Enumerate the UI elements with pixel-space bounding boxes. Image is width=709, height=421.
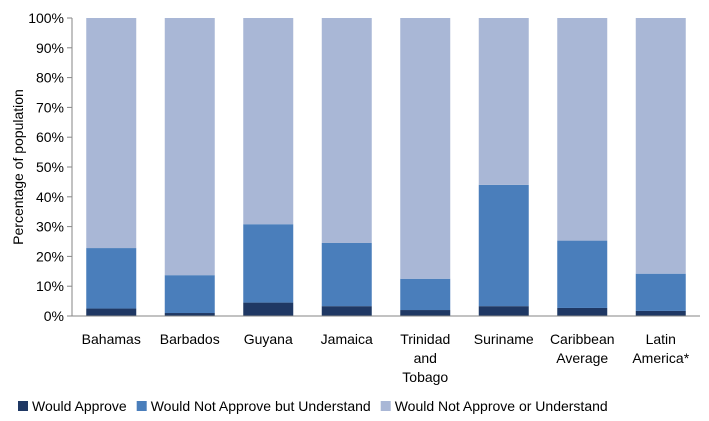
x-tick-label: Caribbean Average [550, 331, 615, 366]
y-tick-label: 100% [28, 10, 64, 26]
y-tick-label: 90% [36, 40, 64, 56]
bar-segment-3 [400, 18, 451, 279]
bar-segment-2 [86, 248, 137, 309]
y-axis-title: Percentage of population [10, 89, 26, 245]
bars [86, 18, 686, 316]
bar-segment-3 [164, 18, 215, 276]
y-tick-label: 70% [36, 99, 64, 115]
legend-label-2: Would Not Approve but Understand [151, 398, 371, 414]
bar-segment-2 [243, 224, 294, 303]
y-tick-label: 30% [36, 219, 64, 235]
bar-segment-1 [478, 306, 529, 316]
bar-segment-2 [478, 184, 529, 307]
bar-segment-1 [321, 306, 372, 316]
y-tick-label: 80% [36, 70, 64, 86]
legend-label-3: Would Not Approve or Understand [395, 398, 608, 414]
bar-segment-1 [86, 308, 137, 316]
x-tick-label: Jamaica [321, 331, 373, 347]
y-axis: 0% 10% 20% 30% 40% 50% 60% 70% 80% 90% 100% [28, 10, 73, 324]
legend-swatch-2 [136, 401, 147, 411]
bar-segment-3 [478, 18, 529, 185]
y-tick-label: 50% [36, 159, 64, 175]
bar-segment-3 [321, 18, 372, 243]
bar-segment-2 [164, 275, 215, 314]
legend-swatch-3 [380, 401, 391, 411]
y-tick-label: 60% [36, 129, 64, 145]
y-tick-label: 10% [36, 278, 64, 294]
bar-segment-1 [400, 310, 451, 316]
x-tick-label: Bahamas [82, 331, 141, 347]
x-tick-label: Suriname [474, 331, 534, 347]
bar-segment-1 [243, 302, 294, 316]
bar-segment-3 [635, 18, 686, 274]
x-tick-label: Latin America* [632, 331, 689, 366]
bar-segment-1 [164, 313, 215, 316]
bar-segment-2 [557, 240, 608, 308]
legend: Would Approve Would Not Approve but Under… [18, 398, 608, 414]
bar-segment-1 [635, 310, 686, 316]
bar-segment-2 [635, 273, 686, 311]
bar-segment-2 [321, 242, 372, 307]
y-tick-label: 20% [36, 248, 64, 264]
x-tick-label: Guyana [244, 331, 293, 347]
x-axis: Bahamas Barbados Guyana Jamaica Trinidad and T… [72, 315, 700, 385]
y-tick-label: 0% [44, 308, 64, 324]
x-tick-label: Trinidad and Tobago [400, 331, 450, 385]
bar-segment-3 [243, 18, 294, 225]
legend-swatch-1 [18, 401, 28, 411]
x-tick-label: Barbados [160, 331, 220, 347]
bar-segment-3 [557, 18, 608, 241]
y-tick-label: 40% [36, 189, 64, 205]
bar-segment-1 [557, 307, 608, 316]
bar-segment-2 [400, 278, 451, 311]
bar-segment-3 [86, 18, 137, 249]
legend-label-1: Would Approve [32, 398, 127, 414]
